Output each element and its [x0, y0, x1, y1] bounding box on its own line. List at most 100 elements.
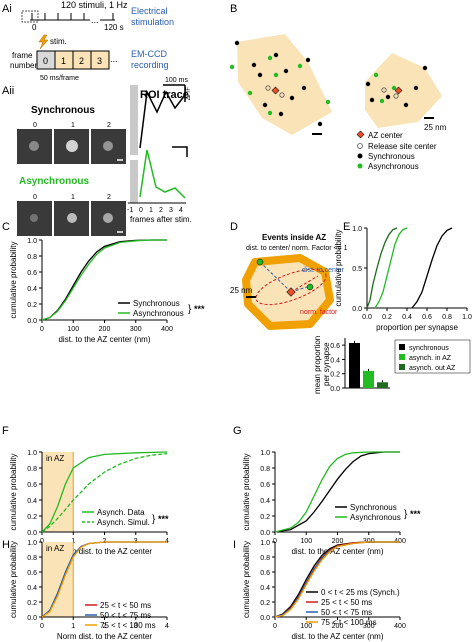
series-line — [366, 227, 398, 309]
x-tick-label: 0 — [40, 538, 44, 545]
f-legend: Asynch. Data Asynch. Simul. } *** — [82, 508, 169, 527]
x-tick-label: 300 — [363, 623, 375, 630]
y-tick-label: 0.2 — [27, 514, 37, 521]
sync-points — [234, 40, 428, 127]
i-legend-1: 25 < t < 50 ms — [321, 598, 372, 607]
h-legend-3: 75 < t < 100 ms — [100, 621, 156, 630]
y-tick-label: 0.6 — [260, 482, 270, 489]
panel-f-label: F — [2, 425, 9, 437]
chart-i: 0.00.20.40.60.81.00 100 200 300 400cumulativ… — [242, 540, 406, 641]
i-legend-2: 50 < t < 75 ms — [321, 608, 372, 617]
y-tick-label: 0.8 — [260, 555, 270, 562]
async-spot-0 — [30, 214, 38, 222]
electrical-label: Electrical — [131, 6, 168, 16]
x-tick-label: 200 — [332, 538, 344, 545]
x-tick-label: 3 — [134, 623, 138, 630]
panel-e-extras: E mean proportion per synapse synchronou… — [313, 221, 471, 394]
g-significance: *** — [410, 509, 421, 519]
async-trace-scale — [172, 146, 188, 157]
e-legend-swatch-sync — [399, 344, 405, 350]
x-tick-label: 2 — [103, 623, 107, 630]
i-legend-0: 0 < t < 25 ms (Synch.) — [321, 588, 400, 597]
trace-x-tick: 4 — [179, 207, 183, 214]
f-brace: } — [152, 514, 156, 525]
x-axis-label: Norm dist. to the AZ center — [57, 547, 152, 556]
async-trace-shade — [130, 160, 138, 203]
c-significance: *** — [194, 304, 205, 314]
h-legend-1: 25 < t < 50 ms — [100, 601, 151, 610]
x-tick-label: 4 — [165, 623, 169, 630]
lightning-icon — [38, 34, 49, 50]
y-tick-label: 0.0 — [260, 615, 270, 622]
x-axis-label: dist. to the AZ center (nm) — [291, 547, 383, 556]
x-tick-label: 0.0 — [362, 314, 372, 321]
legend-async: Asynchronous — [368, 162, 419, 171]
d-title-1: Events inside AZ — [262, 233, 326, 242]
legend-az-center-icon — [356, 130, 365, 139]
number-label: number — [10, 61, 37, 70]
sync-roi-trace — [139, 89, 186, 149]
y-tick-label: 0.4 — [27, 585, 37, 592]
trace-x-label: frames after stim. — [130, 215, 192, 224]
sync-img-num-0: 0 — [33, 122, 37, 129]
x-tick-label: 0.6 — [422, 314, 432, 321]
frame-num-1: 1 — [61, 56, 66, 66]
y-tick-label: 0.0 — [352, 306, 362, 313]
f-legend-simul: Asynch. Simul. — [97, 518, 150, 527]
stimulation-label: stimulation — [131, 17, 174, 27]
panel-e-label: E — [343, 221, 350, 233]
in-az-shade — [42, 542, 74, 617]
y-axis-label: cumulative probability — [242, 541, 251, 618]
frame-label: frame — [12, 51, 33, 60]
x-axis-label: proportion per synapse — [376, 323, 458, 332]
az-center-marker-left — [271, 86, 280, 95]
sync-title: Synchronous — [31, 105, 95, 116]
az-polygon-right — [365, 53, 442, 128]
in-az-label: in AZ — [46, 454, 64, 463]
f-legend-data: Asynch. Data — [97, 508, 145, 517]
sync-spot-1 — [66, 140, 78, 152]
x-tick-label: 0 — [40, 623, 44, 630]
series-line — [41, 541, 167, 618]
y-tick-label: 0.2 — [260, 600, 270, 607]
y-tick-label: 0.0 — [27, 530, 37, 537]
y-tick-label: 0.0 — [27, 615, 37, 622]
chart-e-bars: 0.0 0.2 0.4 0.6 — [330, 338, 390, 393]
y-tick-label: 1.0 — [27, 238, 37, 245]
y-axis-label: cumulative probability — [9, 541, 18, 618]
trace-x-tick: 1 — [149, 207, 153, 214]
x-axis-label: dist. to the AZ center (nm) — [291, 632, 383, 641]
d-norm-ellipse — [255, 268, 327, 306]
frame-num-2: 2 — [79, 56, 84, 66]
y-axis-label: cumulative probability — [9, 454, 18, 531]
sync-spot-2 — [103, 141, 113, 151]
legend-sync-icon — [357, 153, 363, 159]
d-dist-line — [259, 261, 292, 293]
panel-d: D Events inside AZ dist. to center/ norm… — [230, 221, 348, 330]
g-legend-async: Asynchronous — [350, 513, 401, 522]
y-tick-label: 0.8 — [27, 555, 37, 562]
g-legend: Synchronous Asynchronous } *** — [335, 503, 421, 522]
series-line — [41, 451, 168, 533]
e-legend-in: asynch. in AZ — [409, 355, 452, 362]
y-tick-label: 1.0 — [260, 450, 270, 457]
az-polygon-left — [237, 34, 332, 135]
legend-az-center: AZ center — [368, 131, 403, 140]
y-tick-label: 0.2 — [260, 514, 270, 521]
sync-spot-0 — [29, 141, 39, 151]
e-legend-box — [394, 339, 471, 374]
x-axis-label: Norm dist. to the AZ center — [57, 632, 152, 641]
y-tick-label: 0.4 — [260, 585, 270, 592]
x-tick-label: 100 — [300, 623, 312, 630]
f-significance: *** — [158, 514, 169, 524]
y-tick-label: 1.0 — [27, 540, 37, 547]
series-line — [374, 227, 408, 309]
stim-axis-ellipsis: ... — [91, 15, 99, 25]
async-img-num-0: 0 — [33, 194, 37, 201]
async-spot-2 — [103, 213, 113, 223]
stimuli-text: 120 stimuli, 1 Hz — [61, 0, 128, 10]
y-tick-label: 0.0 — [260, 530, 270, 537]
series-line — [41, 239, 167, 321]
e-legend-sync: synchronous — [409, 345, 449, 352]
